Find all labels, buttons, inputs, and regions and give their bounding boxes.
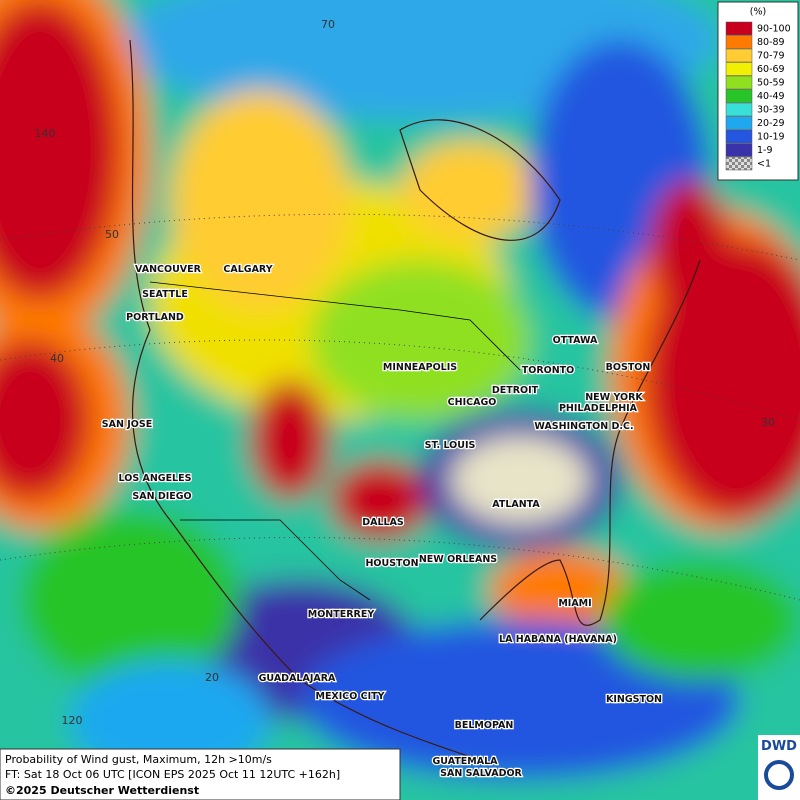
city-label: BOSTON [606,362,651,373]
legend-label: 60-69 [757,64,785,75]
city-label: DETROIT [492,385,539,396]
city-label: SAN JOSE [102,419,152,430]
graticule-label: 50 [105,228,119,241]
legend-label: <1 [757,159,771,170]
footer-box [0,748,401,800]
city-label: LA HABANA (HAVANA) [499,634,617,645]
legend-swatch [725,35,753,49]
legend-label: 90-100 [757,24,791,35]
city-label: MEXICO CITY [315,691,384,702]
legend-label: 70-79 [757,51,785,62]
city-label: NEW YORK [585,392,643,403]
city-label: NEW ORLEANS [419,554,497,565]
legend-swatch [725,116,753,130]
legend-swatch [725,75,753,90]
city-label: PHILADELPHIA [559,403,638,414]
legend-swatch [725,156,753,171]
city-label: DALLAS [362,517,404,528]
legend-label: 10-19 [757,132,785,143]
city-label: SAN DIEGO [132,491,191,502]
city-label: SAN SALVADOR [440,768,522,779]
city-label: CALGARY [223,264,272,275]
city-label: SEATTLE [142,289,188,300]
city-label: MINNEAPOLIS [383,362,457,373]
borders [149,281,521,601]
footer-line: FT: Sat 18 Oct 06 UTC [ICON EPS 2025 Oct… [5,768,340,781]
graticule-label: 40 [50,352,64,365]
legend-label: 50-59 [757,78,785,89]
graticule-label: 140 [35,127,56,140]
legend-swatch [725,21,753,36]
city-label: BELMOPAN [455,720,514,731]
legend-label: 30-39 [757,105,785,116]
graticule-label: 120 [62,714,83,727]
legend: (%) 90-100 80-89 70-79 60-69 50-59 40-49 30-39… [717,1,799,181]
legend-label: 40-49 [757,91,785,102]
city-label: MIAMI [558,598,591,609]
city-label: ATLANTA [492,499,540,510]
city-label: TORONTO [522,365,574,376]
city-label: VANCOUVER [135,264,202,275]
logo-icon [764,760,794,790]
footer-line: Probability of Wind gust, Maximum, 12h >… [5,753,272,766]
coastlines [129,39,701,761]
city-label: ST. LOUIS [425,440,476,451]
city-label: CHICAGO [448,397,497,408]
legend-swatch [725,48,753,63]
city-label: MONTERREY [308,609,375,620]
footer-line: ©2025 Deutscher Wetterdienst [5,784,199,797]
legend-title: (%) [750,7,766,18]
city-label: KINGSTON [606,694,662,705]
city-label: WASHINGTON D.C. [534,421,633,432]
city-label: PORTLAND [126,312,184,323]
city-label: GUADALAJARA [259,673,336,684]
graticule-label: 20 [205,671,219,684]
legend-label: 20-29 [757,118,785,129]
legend-label: 1-9 [757,145,773,156]
city-label: LOS ANGELES [119,473,192,484]
legend-swatch [725,62,753,76]
city-label: GUATEMALA [432,756,498,767]
city-labels: VANCOUVER CALGARY SEATTLE PORTLAND SAN JOSE L… [101,263,664,781]
graticule-label: 30 [761,416,775,429]
city-label: HOUSTON [365,558,418,569]
legend-label: 80-89 [757,37,785,48]
graticule [0,213,800,601]
legend-swatch [725,89,753,103]
legend-swatch [725,143,753,157]
city-label: OTTAWA [553,335,598,346]
graticule-label: 70 [321,18,335,31]
grid-labels: 70 140 50 40 30 20 120 [35,18,776,727]
legend-swatch [725,102,753,117]
logo-text: DWD [761,739,797,754]
legend-swatch [725,129,753,144]
